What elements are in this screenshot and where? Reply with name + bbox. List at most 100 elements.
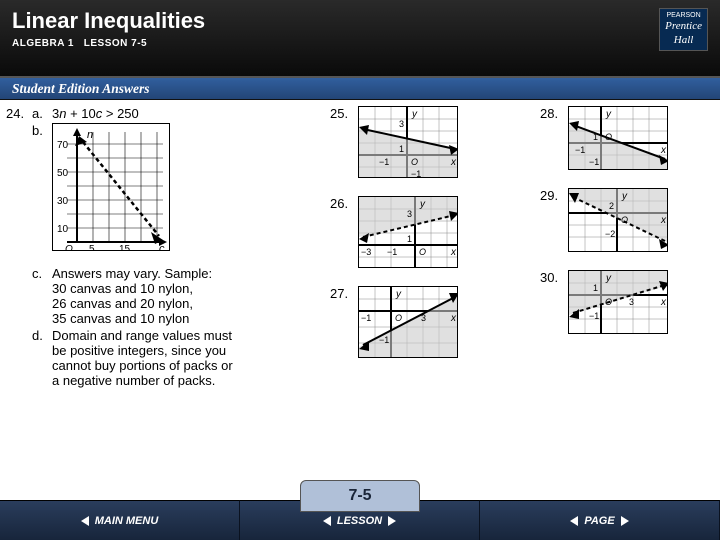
svg-text:O: O: [395, 313, 402, 323]
graph-26: y3 1 x −3 −1 O: [358, 196, 458, 268]
col-q24: 24. a. 3n + 10c > 250 b.: [6, 106, 306, 390]
nav-main-menu[interactable]: MAIN MENU: [0, 500, 240, 540]
svg-text:−1: −1: [575, 145, 585, 155]
svg-text:3: 3: [399, 119, 404, 129]
nav-lesson-label: LESSON: [337, 515, 382, 527]
g24b-xlab: c: [159, 243, 165, 251]
q24d-sub: d.: [32, 328, 52, 388]
answers-bar: Student Edition Answers: [0, 76, 720, 100]
svg-text:O: O: [605, 132, 612, 142]
svg-text:−1: −1: [411, 169, 421, 178]
nav-main-label: MAIN MENU: [95, 515, 159, 527]
q28: 28. y 1 Ox −1 −1: [540, 106, 668, 170]
col-mid: 25. y3 1x −1O −1 26.: [330, 106, 458, 358]
q24b: b.: [6, 123, 306, 254]
graph-29: y2 Ox −2: [568, 188, 668, 252]
q24a: 24. a. 3n + 10c > 250: [6, 106, 306, 121]
svg-text:15: 15: [119, 244, 131, 251]
header: Linear Inequalities ALGEBRA 1 LESSON 7-5…: [0, 0, 720, 76]
q30: 30. y1 Ox 3−1: [540, 270, 668, 334]
next-icon: [388, 516, 396, 526]
svg-text:3: 3: [421, 313, 426, 323]
svg-text:−1: −1: [361, 313, 371, 323]
content: 24. a. 3n + 10c > 250 b.: [0, 100, 720, 480]
q26: 26. y3 1x −3−1 O: [330, 196, 458, 268]
svg-text:x: x: [450, 157, 457, 168]
graph-24b: n c 7050 3010 O 515: [52, 123, 170, 251]
svg-text:x: x: [660, 145, 667, 156]
svg-text:−3: −3: [361, 247, 371, 257]
svg-text:O: O: [621, 215, 628, 225]
q24c-text: Answers may vary. Sample: 30 canvas and …: [52, 266, 306, 326]
svg-text:y: y: [605, 273, 612, 284]
sub-right: LESSON 7-5: [84, 38, 147, 49]
pub-top: PEARSON: [665, 12, 702, 20]
svg-text:O: O: [65, 244, 73, 251]
svg-text:3: 3: [407, 209, 412, 219]
publisher-logo: PEARSON PrenticeHall: [659, 8, 708, 51]
svg-text:y: y: [395, 289, 402, 300]
q28-num: 28.: [540, 106, 568, 170]
q24a-sub: a.: [32, 106, 52, 121]
q24b-sub: b.: [32, 123, 52, 254]
svg-text:x: x: [660, 215, 667, 226]
back-icon: [81, 516, 89, 526]
q29: 29. y2 Ox −2: [540, 188, 668, 252]
svg-text:−1: −1: [589, 311, 599, 321]
svg-text:5: 5: [89, 244, 95, 251]
prev-page-icon: [570, 516, 578, 526]
nav-page[interactable]: PAGE: [480, 500, 720, 540]
svg-text:y: y: [411, 109, 418, 120]
q29-num: 29.: [540, 188, 568, 252]
svg-text:1: 1: [399, 144, 404, 154]
q25: 25. y3 1 x −1 O −1: [330, 106, 458, 178]
svg-text:−1: −1: [589, 157, 599, 167]
svg-text:1: 1: [407, 234, 412, 244]
svg-text:1: 1: [593, 283, 598, 293]
q24d: d. Domain and range values must be posit…: [6, 328, 306, 388]
svg-text:x: x: [660, 297, 667, 308]
svg-text:10: 10: [57, 224, 69, 235]
q30-num: 30.: [540, 270, 568, 334]
q24-num: 24.: [6, 106, 32, 121]
svg-text:−1: −1: [379, 157, 389, 167]
svg-text:O: O: [419, 247, 426, 257]
col-right: 28. y1 Ox −1−1 29.: [540, 106, 668, 334]
svg-text:1: 1: [593, 132, 598, 142]
svg-text:2: 2: [609, 201, 614, 211]
q25-num: 25.: [330, 106, 358, 178]
graph-30: y1 Ox 3−1: [568, 270, 668, 334]
header-left: Linear Inequalities ALGEBRA 1 LESSON 7-5: [12, 8, 205, 49]
page-title: Linear Inequalities: [12, 8, 205, 34]
svg-text:y: y: [419, 199, 426, 210]
q24b-graph-wrap: n c 7050 3010 O 515: [52, 123, 306, 254]
svg-text:50: 50: [57, 168, 69, 179]
svg-text:30: 30: [57, 196, 69, 207]
q24a-text: 3n + 10c > 250: [52, 106, 306, 121]
graph-27: y x O 3 −1 −1: [358, 286, 458, 358]
page-tab: 7-5: [300, 480, 420, 512]
q27: 27. y x O 3 −1 −1: [330, 286, 458, 358]
svg-text:y: y: [605, 109, 612, 120]
nav-page-label: PAGE: [584, 515, 614, 527]
q24c-sub: c.: [32, 266, 52, 326]
graph-28: y 1 Ox −1 −1: [568, 106, 668, 170]
svg-text:−1: −1: [379, 335, 389, 345]
svg-text:O: O: [411, 157, 418, 167]
svg-text:x: x: [450, 247, 457, 258]
svg-text:−2: −2: [605, 229, 615, 239]
svg-text:x: x: [450, 313, 457, 324]
answers-label: Student Edition Answers: [12, 81, 150, 97]
svg-text:3: 3: [629, 297, 634, 307]
subtitle: ALGEBRA 1 LESSON 7-5: [12, 38, 205, 49]
graph-25: y3 1 x −1 O −1: [358, 106, 458, 178]
pub-name: PrenticeHall: [665, 20, 702, 46]
q27-num: 27.: [330, 286, 358, 358]
svg-text:y: y: [621, 191, 628, 202]
q24c: c. Answers may vary. Sample: 30 canvas a…: [6, 266, 306, 326]
q24d-text: Domain and range values must be positive…: [52, 328, 306, 388]
svg-text:−1: −1: [387, 247, 397, 257]
next-page-icon: [621, 516, 629, 526]
prev-icon: [323, 516, 331, 526]
g24b-ylab: n: [87, 129, 93, 141]
